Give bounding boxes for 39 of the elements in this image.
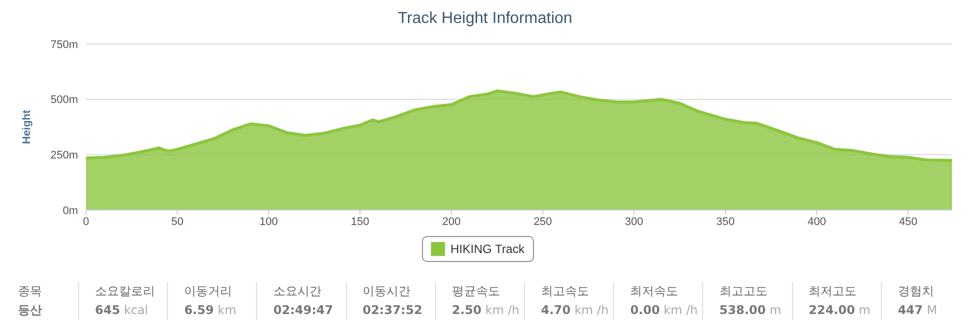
y-tick-label: 0m — [62, 204, 78, 217]
text: 최저속도 — [630, 283, 680, 300]
text: 이동거리 — [184, 283, 234, 300]
text: 평균속도 — [452, 283, 501, 300]
text: 경험치 — [898, 283, 935, 300]
x-tick-label: 250 — [534, 216, 552, 228]
x-tick-label: 350 — [716, 216, 735, 228]
y-axis-title: Height — [20, 110, 33, 144]
x-tick-label: 450 — [898, 216, 918, 228]
x-tick-label: 400 — [808, 216, 826, 228]
y-tick-label: 750m — [50, 38, 78, 51]
text: 이동시간 — [362, 283, 412, 300]
text: 소요시간 — [273, 283, 322, 300]
text: 등산 — [18, 303, 42, 317]
text: 최저고도 — [808, 283, 858, 300]
text: 447 M — [898, 303, 938, 317]
x-tick-label: 0 — [82, 216, 90, 228]
text: 645 kcal — [95, 303, 148, 317]
x-tick-label: 200 — [442, 216, 461, 228]
x-tick-label: 100 — [260, 216, 278, 228]
text: 최고속도 — [541, 283, 590, 300]
chart-title: Track Height Information — [396, 10, 574, 28]
text: 종목 — [18, 283, 43, 300]
text: 6.59 km — [184, 303, 236, 317]
text: 4.70 km /h — [541, 303, 609, 317]
text: 02:49:47 — [273, 303, 334, 317]
legend-label: HIKING Track — [449, 242, 524, 256]
text: 최고고도 — [719, 283, 768, 300]
x-tick-label: 50 — [171, 216, 184, 228]
x-tick-label: 150 — [350, 216, 370, 228]
text: 0.00 km /h — [630, 303, 698, 317]
y-tick-label: 500m — [50, 94, 78, 106]
text: 02:37:52 — [362, 303, 422, 317]
text: 538.00 m — [719, 303, 782, 317]
text: 2.50 km /h — [452, 303, 520, 317]
x-tick-label: 300 — [624, 216, 644, 228]
y-tick-label: 250m — [50, 150, 78, 162]
text: 224.00 m — [808, 303, 870, 317]
text: 소요칼로리 — [95, 283, 156, 300]
